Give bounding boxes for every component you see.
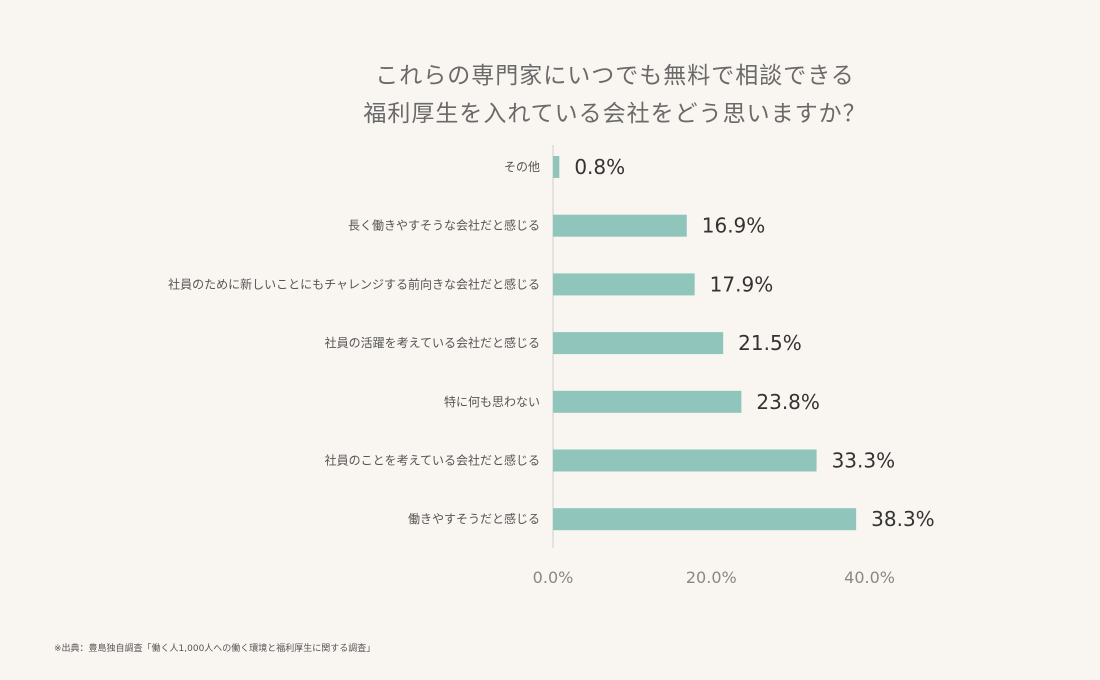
bar [553,449,817,472]
category-label: 社員のために新しいことにもチャレンジする前向きな会社だと感じる [168,276,540,291]
category-label: 社員の活躍を考えている会社だと感じる [325,335,540,350]
bar [553,390,742,413]
value-label: 0.8% [574,155,625,179]
bars-group: その他 0.8% 長く働きやすそうな会社だと感じる 16.9% 社員のために新しいことに… [168,155,935,531]
bar [553,214,687,237]
category-label: 社員のことを考えている会社だと感じる [325,453,540,468]
chart-title-line-1: これらの専門家にいつでも無料で相談できる [375,63,855,89]
bar [553,332,724,355]
x-tick-label: 40.0% [844,568,895,587]
value-label: 23.8% [756,390,820,414]
x-tick-label: 20.0% [686,568,737,587]
source-note: ※出典：豊島独自調査「働く人1,000人への働く環境と福利厚生に関する調査」 [54,642,375,654]
x-axis-ticks: 0.0% 20.0% 40.0% [533,568,895,587]
category-label: 特に何も思わない [444,394,540,409]
value-label: 21.5% [738,331,802,355]
bar [553,273,695,296]
x-tick-label: 0.0% [533,568,574,587]
value-label: 38.3% [871,507,935,531]
bar [553,156,560,178]
bar [553,508,857,531]
category-label: 働きやすそうだと感じる [408,511,540,526]
value-label: 17.9% [710,272,774,296]
value-label: 16.9% [702,214,766,238]
category-label: 長く働きやすそうな会社だと感じる [348,218,540,233]
value-label: 33.3% [832,449,896,473]
chart-title-line-2: 福利厚生を入れている会社をどう思いますか？ [363,101,866,127]
category-label: その他 [504,160,540,174]
